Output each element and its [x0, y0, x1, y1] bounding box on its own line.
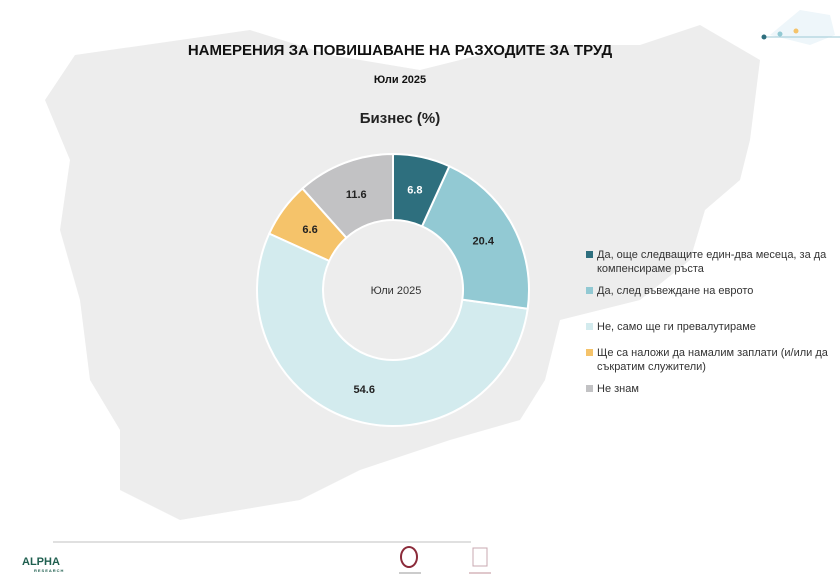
legend-label: Да, още следващите един-два месеца, за д… [597, 249, 827, 275]
footer-divider [53, 541, 471, 543]
legend-swatch [586, 287, 593, 294]
center-label: Юли 2025 [371, 285, 422, 297]
chart-title: Бизнес (%) [359, 110, 441, 127]
legend-item: Да, още следващите един-два месеца, за д… [586, 248, 836, 276]
alpha-research-logo: ALPHA RESEARCH [22, 556, 65, 573]
legend-item: Да, след въвеждане на еврото [586, 284, 836, 298]
data-label: 11.6 [346, 189, 367, 201]
donut-slice [420, 164, 530, 310]
legend-swatch [586, 385, 593, 392]
partner-logos [399, 546, 491, 574]
data-label: 54.6 [354, 384, 375, 396]
legend-item: Ще са наложи да намалим заплати (и/или д… [586, 346, 836, 374]
data-label: 6.6 [302, 224, 317, 236]
legend-swatch [586, 251, 593, 258]
donut-slice [267, 187, 348, 263]
legend-item: Не, само ще ги превалутираме [586, 320, 836, 334]
legend-swatch [586, 349, 593, 356]
legend-label: Не, само ще ги превалутираме [597, 321, 756, 333]
donut-slice [256, 232, 529, 427]
legend-swatch [586, 323, 593, 330]
page-title: НАМЕРЕНИЯ ЗА ПОВИШАВАНЕ НА РАЗХОДИТЕ ЗА … [187, 42, 613, 59]
page-subtitle: Юли 2025 [373, 74, 427, 86]
legend-label: Не знам [597, 383, 639, 395]
data-label: 6.8 [407, 184, 422, 196]
legend-item: Не знам [586, 382, 836, 396]
data-label: 20.4 [473, 235, 495, 247]
donut-slice [392, 152, 451, 228]
legend: Да, още следващите един-два месеца, за д… [586, 248, 836, 396]
legend-label: Ще са наложи да намалим заплати (и/или д… [597, 347, 828, 373]
legend-label: Да, след въвеждане на еврото [597, 285, 754, 297]
